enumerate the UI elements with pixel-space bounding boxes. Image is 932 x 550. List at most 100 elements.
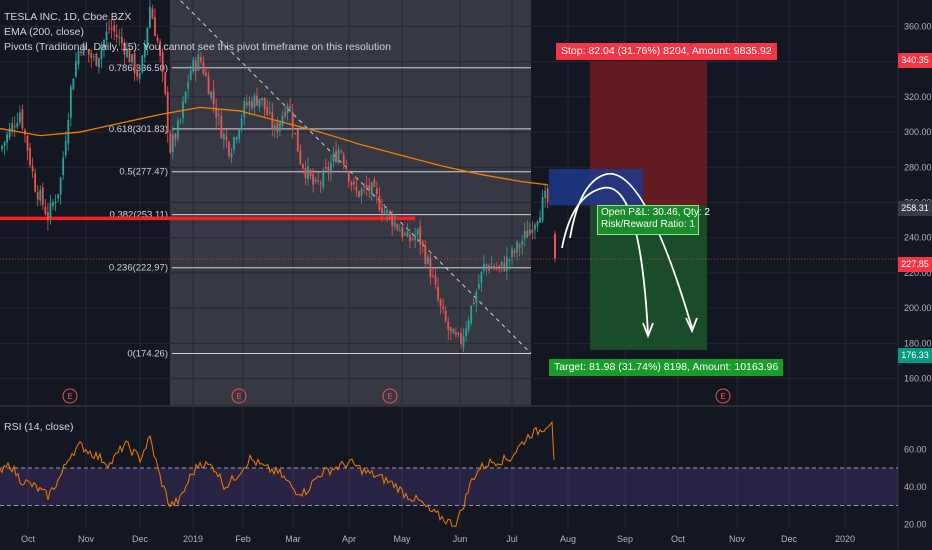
candle-body xyxy=(516,241,518,253)
candle-body xyxy=(192,59,195,72)
rsi-band xyxy=(0,468,898,506)
candle-body xyxy=(44,206,47,215)
candle-body xyxy=(210,91,212,98)
arrow-head-1 xyxy=(642,322,654,339)
candle-body xyxy=(511,248,513,258)
candle-body xyxy=(126,48,128,58)
candle-body xyxy=(29,147,31,166)
candle-body xyxy=(57,194,59,199)
candle-body xyxy=(90,52,93,59)
time-axis-label: Nov xyxy=(78,534,95,544)
candle-body xyxy=(80,51,82,53)
earnings-event-icon xyxy=(382,388,398,404)
time-axis-label: Jun xyxy=(453,534,468,544)
price-axis-label: 300.00 xyxy=(904,127,932,137)
fib-label: 0.618(301.83) xyxy=(109,124,168,135)
candle-body xyxy=(546,188,549,203)
target-label: Target: 81.98 (31.74%) 8198, Amount: 101… xyxy=(549,359,784,376)
candle-body xyxy=(123,43,126,55)
candle-body xyxy=(452,329,455,334)
candle-body xyxy=(490,266,493,268)
candle-body xyxy=(411,238,414,240)
candle-body xyxy=(340,151,343,153)
candle-body xyxy=(82,43,85,56)
candle-body xyxy=(179,119,182,121)
time-axis-label: Apr xyxy=(342,534,356,544)
candle-body xyxy=(243,100,246,118)
time-axis-label: Feb xyxy=(235,534,251,544)
candle-body xyxy=(528,229,531,235)
candle-body xyxy=(6,134,8,143)
stop-label: Stop: 82.04 (31.76%) 8204, Amount: 9835.… xyxy=(556,43,777,60)
candle-body xyxy=(177,120,179,139)
candle-body xyxy=(174,134,177,140)
candle-body xyxy=(337,149,340,163)
time-axis-label: Oct xyxy=(21,534,36,544)
candle-body xyxy=(120,37,123,44)
candle-body xyxy=(34,173,37,192)
candle-body xyxy=(276,123,279,133)
time-axis-label: Dec xyxy=(781,534,798,544)
candle-body xyxy=(434,276,437,285)
candle-body xyxy=(256,95,258,106)
candle-body xyxy=(39,189,42,201)
candle-body xyxy=(138,72,141,79)
price-tag-stop: 340.35 xyxy=(898,53,932,68)
candle-body xyxy=(113,25,116,32)
rsi-legend[interactable]: RSI (14, close) xyxy=(4,421,74,433)
candle-body xyxy=(462,335,465,348)
candle-body xyxy=(251,101,253,109)
candle-body xyxy=(233,137,235,150)
rsi-axis-label: 60.00 xyxy=(904,444,927,454)
candle-body xyxy=(64,140,67,156)
candle-body xyxy=(455,332,457,335)
candle-body xyxy=(353,181,355,185)
candle-body xyxy=(115,34,118,37)
ema-line xyxy=(0,106,549,186)
candle-body xyxy=(495,267,498,269)
candle-body xyxy=(393,221,396,227)
candle-body xyxy=(286,105,289,114)
pivots-legend[interactable]: Pivots (Traditional, Daily, 15): You can… xyxy=(4,41,391,53)
candle-body xyxy=(245,102,248,106)
candle-body xyxy=(391,215,394,227)
candle-body xyxy=(409,234,411,242)
time-axis-label: May xyxy=(393,534,411,544)
risk-reward-text: Risk/Reward Ratio: 1 xyxy=(601,219,695,230)
candle-body xyxy=(240,118,243,128)
fib-label: 0.786(336.50) xyxy=(109,63,168,74)
candle-body xyxy=(253,95,256,108)
ema-legend[interactable]: EMA (200, close) xyxy=(4,26,84,38)
candle-body xyxy=(161,52,164,73)
earnings-event-label: E xyxy=(387,392,392,401)
candle-body xyxy=(11,123,14,131)
candle-body xyxy=(212,90,215,104)
candle-body xyxy=(457,332,460,335)
candle-body xyxy=(220,115,223,139)
candle-body xyxy=(169,133,172,153)
fib-label: 0.236(222.97) xyxy=(109,263,168,274)
candle-body xyxy=(41,187,44,205)
candle-body xyxy=(442,306,445,309)
candle-body xyxy=(98,57,100,68)
pnl-text: Open P&L: 30.46, Qty: 2 xyxy=(601,207,710,218)
candle-body xyxy=(309,169,312,176)
candle-body xyxy=(16,122,19,128)
candle-body xyxy=(541,196,544,221)
candle-body xyxy=(62,157,65,176)
time-axis-label: Dec xyxy=(132,534,149,544)
candle-body xyxy=(69,86,72,118)
candle-body xyxy=(258,98,261,108)
candle-body xyxy=(54,201,57,204)
candle-body xyxy=(500,261,503,266)
candle-body xyxy=(77,50,80,65)
candle-body xyxy=(432,275,434,277)
candle-body xyxy=(263,97,266,109)
candle-body xyxy=(421,241,424,246)
candle-body xyxy=(228,141,230,156)
candle-body xyxy=(222,133,225,139)
candle-body xyxy=(414,236,416,240)
candle-body xyxy=(368,185,371,191)
candle-body xyxy=(92,56,95,58)
